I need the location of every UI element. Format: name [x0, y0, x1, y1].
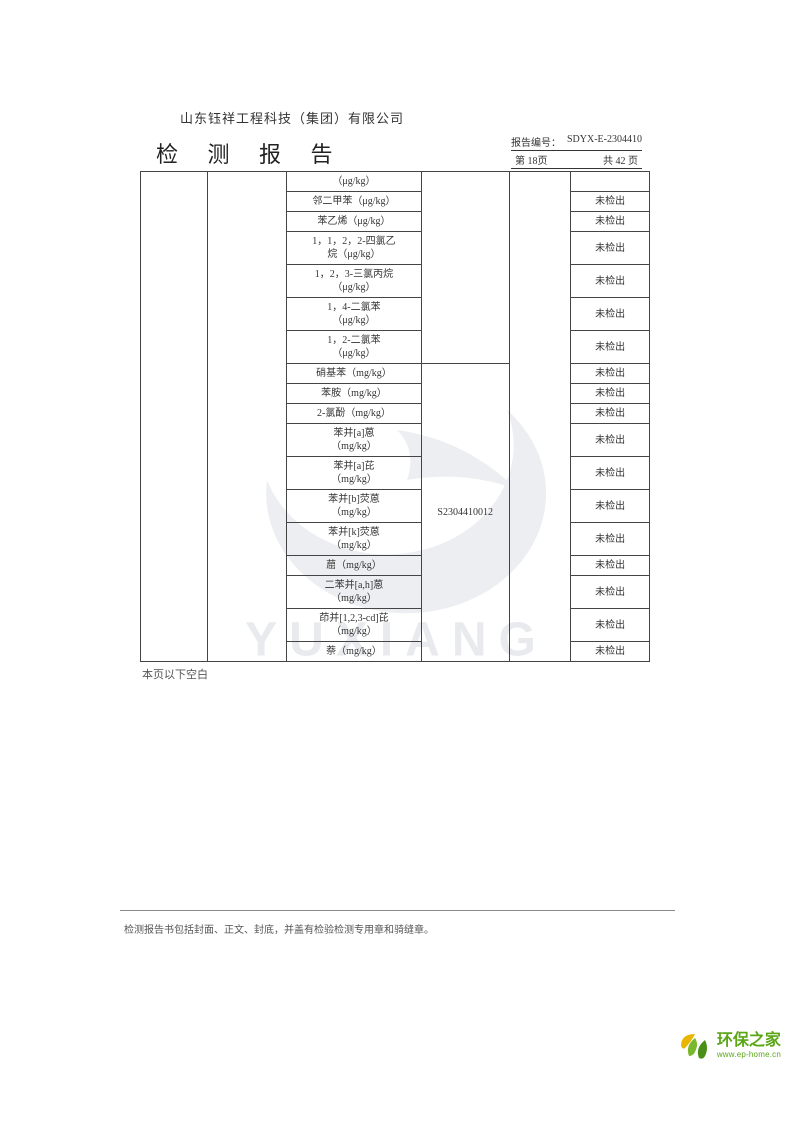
result-cell: 未检出 [571, 576, 650, 609]
param-cell: 茚并[1,2,3-cd]芘（mg/kg） [287, 609, 422, 642]
leaf-icon [677, 1028, 713, 1064]
result-cell: 未检出 [571, 404, 650, 424]
sample-id-cell: S2304410012 [421, 364, 509, 662]
logo-text-cn: 环保之家 [717, 1033, 781, 1049]
param-cell: 2-氯酚（mg/kg） [287, 404, 422, 424]
report-number-label: 报告编号： [511, 134, 561, 149]
param-cell: 苯并[k]荧蒽（mg/kg） [287, 523, 422, 556]
result-cell: 未检出 [571, 457, 650, 490]
param-cell: 䓛（mg/kg） [287, 556, 422, 576]
result-cell: 未检出 [571, 642, 650, 662]
page-total: 共 42 页 [603, 152, 638, 167]
result-cell: 未检出 [571, 364, 650, 384]
page-current: 第 18页 [515, 152, 548, 167]
report-page: 山东钰祥工程科技（集团）有限公司 检 测 报 告 报告编号： SDYX-E-23… [140, 108, 650, 682]
result-cell: 未检出 [571, 556, 650, 576]
result-cell: 未检出 [571, 212, 650, 232]
param-cell: 1，2-二氯苯（μg/kg） [287, 331, 422, 364]
param-cell: 苯并[b]荧蒽（mg/kg） [287, 490, 422, 523]
result-cell: 未检出 [571, 331, 650, 364]
result-cell: 未检出 [571, 232, 650, 265]
param-cell: 二苯并[a,h]蒽（mg/kg） [287, 576, 422, 609]
result-cell: 未检出 [571, 298, 650, 331]
param-cell: 苯并[a]芘（mg/kg） [287, 457, 422, 490]
result-cell: 未检出 [571, 523, 650, 556]
report-meta: 报告编号： SDYX-E-2304410 第 18页 共 42 页 [511, 133, 642, 169]
param-cell: 苯乙烯（μg/kg） [287, 212, 422, 232]
footer-section: 检测报告书包括封面、正文、封底，并盖有检验检测专用章和骑缝章。 [120, 910, 675, 936]
footer-divider [120, 910, 675, 911]
param-cell: 苯胺（mg/kg） [287, 384, 422, 404]
results-table: （μg/kg）邻二甲苯（μg/kg）未检出苯乙烯（μg/kg）未检出1，1，2，… [140, 171, 650, 662]
param-cell: 萘（mg/kg） [287, 642, 422, 662]
sample-cell-top [421, 172, 509, 364]
logo-text-en: www.ep-home.cn [717, 1051, 781, 1059]
report-header: 检 测 报 告 报告编号： SDYX-E-2304410 第 18页 共 42 … [140, 133, 650, 169]
result-cell [571, 172, 650, 192]
blank-col-1 [141, 172, 208, 662]
company-name: 山东钰祥工程科技（集团）有限公司 [180, 108, 650, 127]
param-cell: （μg/kg） [287, 172, 422, 192]
report-number: SDYX-E-2304410 [567, 134, 642, 149]
param-cell: 1，4-二氯苯（μg/kg） [287, 298, 422, 331]
blank-below-note: 本页以下空白 [142, 666, 650, 682]
param-cell: 1，1，2，2-四氯乙烷（μg/kg） [287, 232, 422, 265]
site-logo: 环保之家 www.ep-home.cn [677, 1028, 781, 1064]
result-cell: 未检出 [571, 384, 650, 404]
footer-note: 检测报告书包括封面、正文、封底，并盖有检验检测专用章和骑缝章。 [120, 921, 675, 936]
result-cell: 未检出 [571, 265, 650, 298]
param-cell: 1，2，3-三氯丙烷（μg/kg） [287, 265, 422, 298]
report-title: 检 测 报 告 [156, 137, 345, 169]
result-cell: 未检出 [571, 490, 650, 523]
param-cell: 苯并[a]蒽（mg/kg） [287, 424, 422, 457]
result-cell: 未检出 [571, 192, 650, 212]
result-cell: 未检出 [571, 424, 650, 457]
param-cell: 硝基苯（mg/kg） [287, 364, 422, 384]
blank-col-3 [509, 172, 571, 662]
param-cell: 邻二甲苯（μg/kg） [287, 192, 422, 212]
result-cell: 未检出 [571, 609, 650, 642]
blank-col-2 [208, 172, 287, 662]
